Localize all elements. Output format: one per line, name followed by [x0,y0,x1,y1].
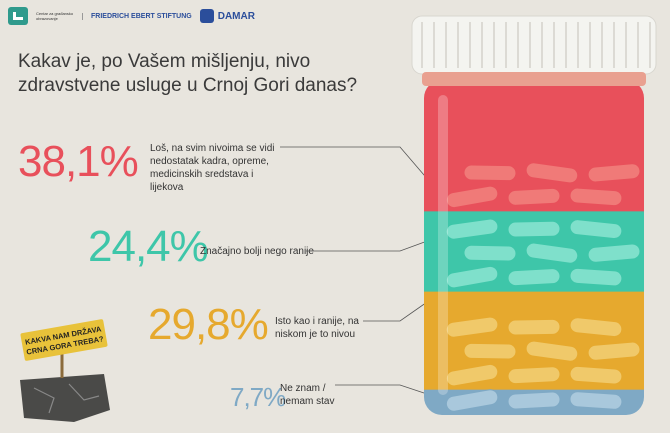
cracked-stone-base [20,374,110,422]
chart-title: Kakav je, po Vašem mišljenju, nivo zdrav… [18,51,358,96]
pill-icon [445,185,499,209]
pill-icon [525,242,579,264]
category-label-1-line: medicinskih sredstava i lijekova [150,169,254,193]
pill-icon [587,341,641,361]
pill-icon [445,218,499,240]
category-label-2: Značajno bolji nego ranije [200,245,314,258]
pill-icon [445,363,499,387]
pill-icon [587,243,641,263]
survey-sticker: KAKVA NAM DRŽAVA CRNA GORA TREBA? [20,319,110,422]
pill-icon [569,365,623,385]
pill-icon [525,162,579,184]
bottle-highlight [438,95,448,395]
bottle-cap [411,15,657,75]
category-label-3: Isto kao i ranije, na niskom je to nivou [275,315,359,341]
pill-icon [507,318,561,336]
cgo-logo-icon [8,7,28,25]
value-label-3: 29,8% [148,300,269,349]
pill-icon [507,366,561,385]
category-label-4: Ne znam / nemam stav [280,382,334,408]
category-label-4-line: Ne znam / [280,383,326,394]
pill-icon [463,342,517,360]
value-label-4: 7,7% [230,382,286,412]
pill-icon [445,389,499,412]
logo-bar: Centar za građansko obrazovanje FRIEDRIC… [8,4,255,28]
sign-board [20,319,108,361]
bottle-neck [422,72,646,86]
category-label-1: Loš, na svim nivoima se vidi nedostatak … [150,142,280,194]
pill-bottle-chart [411,15,657,415]
value-label-2: 24,4% [88,222,209,271]
pill-icon [507,268,561,287]
value-label-1: 38,1% [18,137,139,186]
category-label-3-line: Isto kao i ranije, na [275,316,359,327]
pill-icon [445,316,499,338]
damar-logo: DAMAR [199,9,255,23]
category-label-2-line: Značajno bolji nego ranije [200,246,314,257]
pill-icon [569,219,623,240]
category-label-3-line: niskom je to nivou [275,329,356,340]
pill-icon [463,244,517,262]
damar-logo-icon [199,9,214,23]
fes-logo: FRIEDRICH EBERT STIFTUNG [82,12,192,20]
pill-icon [507,220,561,238]
pill-icon [463,164,517,182]
pill-icon [525,340,579,362]
org-logo-text: Centar za građansko obrazovanje [36,11,74,21]
category-label-4-line: nemam stav [280,396,335,407]
category-label-1-line: Loš, na svim nivoima se vidi [150,143,275,154]
crack-lines [33,383,100,414]
pill-icon [507,391,561,410]
pill-icon [445,265,499,289]
pill-icon [569,187,623,207]
pill-icon [569,391,623,410]
category-label-1-line: nedostatak kadra, opreme, [150,156,269,167]
pill-icon [507,187,561,206]
pill-icon [587,163,641,183]
pill-icon [569,267,623,287]
damar-logo-text: DAMAR [217,10,255,22]
pill-icon [569,317,623,338]
cap-ridges [421,22,651,68]
